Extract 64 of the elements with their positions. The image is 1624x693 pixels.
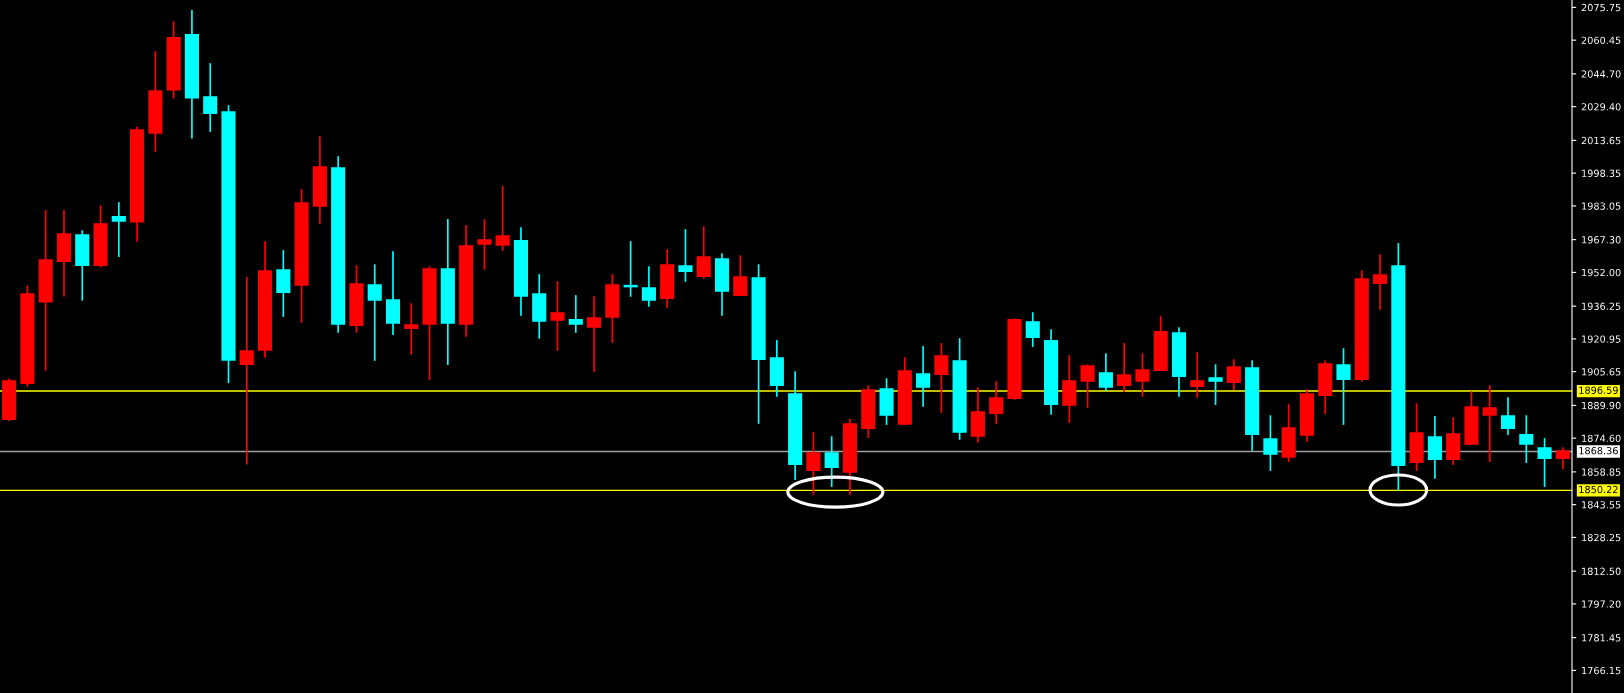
candlestick (1482, 385, 1497, 462)
candlestick (1427, 416, 1442, 479)
candlestick (934, 343, 949, 413)
candlestick (1555, 447, 1570, 469)
candlestick (1373, 254, 1388, 310)
candlestick (970, 387, 985, 443)
candlestick (1025, 312, 1040, 347)
candlestick (239, 276, 254, 465)
candlestick (989, 381, 1004, 424)
candlestick (916, 346, 931, 407)
ref-line-label: 1868.36 (1579, 446, 1618, 455)
candlestick (733, 255, 748, 296)
y-tick-label: 2075.75 (1581, 3, 1621, 12)
y-tick-label: 1858.85 (1582, 468, 1621, 476)
candlestick (824, 436, 839, 487)
candlestick (404, 303, 419, 355)
candlestick (1098, 353, 1113, 391)
candlestick (1226, 359, 1241, 390)
y-tick-label: 2029.40 (1581, 103, 1621, 111)
candlestick (1537, 438, 1552, 487)
ref-line-label: 1850.22 (1579, 485, 1618, 494)
y-tick-label: 1874.60 (1582, 434, 1621, 442)
candlestick (1135, 353, 1150, 397)
candlestick (495, 185, 510, 251)
candlestick (1208, 364, 1223, 405)
y-tick-label: 2013.65 (1581, 136, 1621, 145)
ref-line-label: 1896.59 (1579, 386, 1618, 394)
y-tick-label: 1967.30 (1582, 236, 1621, 244)
candlestick (1190, 352, 1205, 398)
y-tick-label: 1797.20 (1582, 600, 1621, 608)
y-tick-label: 1920.95 (1582, 335, 1621, 343)
candlestick (806, 432, 821, 495)
y-tick-label: 1828.25 (1582, 533, 1621, 542)
candlestick (385, 251, 401, 335)
candlestick (1062, 355, 1077, 423)
candlestick (203, 63, 218, 132)
y-tick-label: 1952.00 (1582, 268, 1621, 277)
y-tick-label: 2044.70 (1581, 70, 1621, 78)
y-tick-label: 1983.05 (1582, 202, 1621, 210)
y-tick-label: 1936.25 (1582, 302, 1621, 310)
y-tick-label: 1905.65 (1582, 368, 1621, 376)
candlestick (111, 202, 126, 257)
candlestick (1080, 364, 1095, 408)
candlestick (641, 266, 656, 307)
y-tick-label: 1998.35 (1582, 169, 1621, 177)
candlestick (587, 296, 602, 372)
candlestick (550, 281, 565, 351)
candlestick (678, 229, 693, 282)
y-tick-label: 1889.90 (1582, 401, 1621, 410)
candlestick (1500, 397, 1516, 435)
y-tick-label: 1812.50 (1582, 567, 1621, 575)
candlestick (1336, 348, 1351, 425)
candlestick (276, 250, 291, 317)
candlestick (1519, 415, 1534, 463)
y-tick-label: 1766.15 (1582, 666, 1621, 675)
candlestick (1263, 415, 1278, 471)
candlestick (568, 295, 583, 333)
candlestick (1117, 343, 1132, 392)
y-tick-label: 1843.55 (1582, 501, 1621, 509)
candlestick (367, 264, 382, 361)
y-tick-label: 2060.45 (1581, 36, 1621, 44)
candlestick (696, 226, 711, 279)
y-tick-label: 1781.45 (1582, 634, 1621, 642)
candlestick (477, 219, 492, 270)
